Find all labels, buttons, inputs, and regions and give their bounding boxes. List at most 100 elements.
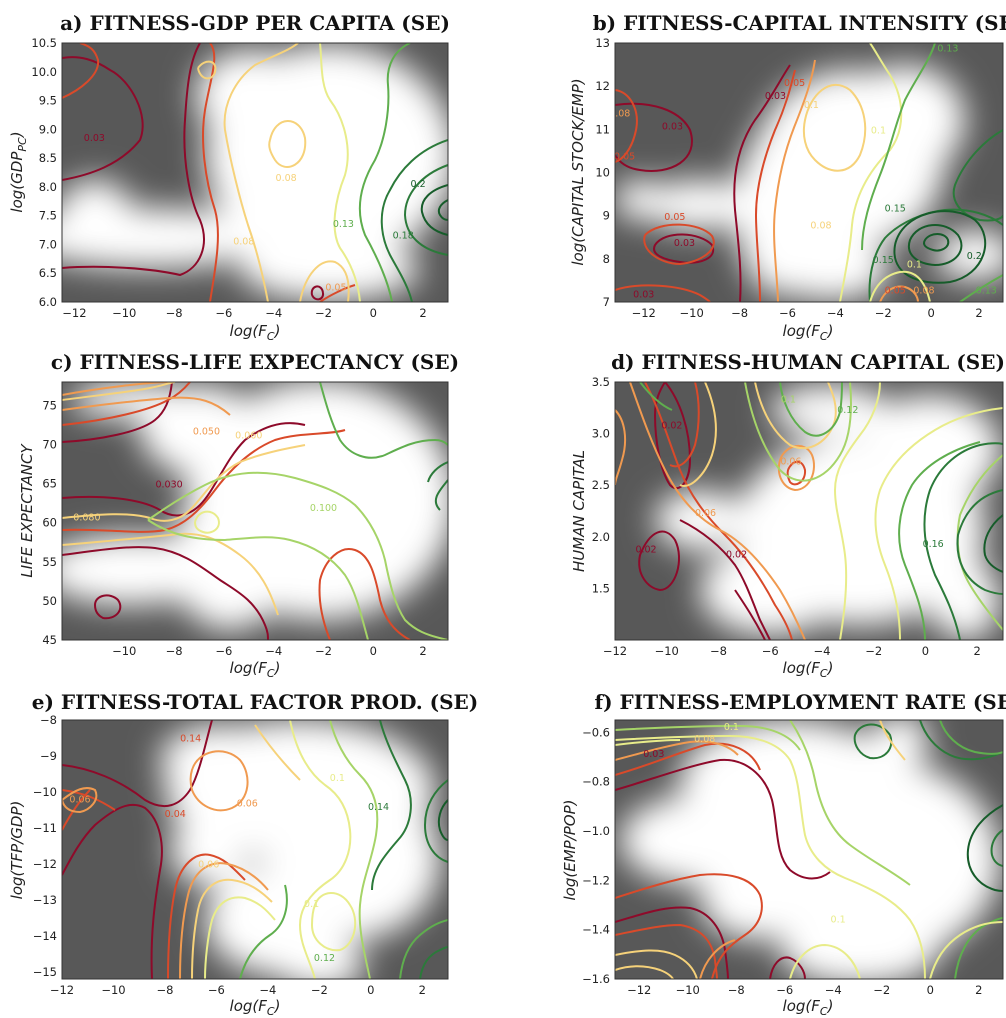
- panel-b-contour-0.1: [802, 83, 867, 172]
- panel-f-contours: [615, 720, 1003, 979]
- panel-b-yticks: 7 8 9 10 11 12 13: [595, 36, 610, 309]
- panel-a-ylabel: log(GDPPC): [8, 131, 29, 212]
- contour-value-label: 0.16: [923, 539, 944, 550]
- panel-e-contour-0.08c: [62, 787, 98, 814]
- panel-b-contour-0.03c: [653, 233, 715, 264]
- contour-value-label: 0.08: [694, 734, 715, 745]
- panel-c-contour-0.1: [147, 471, 448, 640]
- panel-d-contour-0.08: [679, 382, 717, 487]
- x-tick-label: −8: [166, 644, 183, 658]
- panel-a-contour-0.05: [202, 43, 219, 302]
- x-tick-label: 2: [973, 644, 980, 658]
- panel-c-contour-0.08c: [62, 382, 176, 401]
- panel-c-contour-0.03d: [62, 546, 269, 640]
- y-tick-label: 9: [603, 209, 610, 223]
- panel-a-contour-0.1: [319, 43, 361, 302]
- contour-value-label: 0.06: [695, 508, 716, 519]
- panel-d-contour-0.1: [744, 382, 852, 482]
- panel-e-contour-0.08: [179, 862, 269, 979]
- panel-a-contour-0.15: [380, 139, 448, 302]
- panel-c-contour-0.06: [62, 396, 231, 416]
- panel-a-frame: [61, 42, 449, 303]
- contour-value-label: 0.18: [393, 231, 414, 242]
- panel-e-contour-0.04b: [62, 720, 213, 808]
- x-tick-label: −8: [731, 306, 748, 320]
- panel-d-contour-0.02d: [734, 589, 766, 640]
- panel-e-contour-0.08b: [189, 750, 249, 812]
- x-tick-label: −12: [627, 983, 651, 997]
- panel-d-title: d) FITNESS-HUMAN CAPITAL (SE): [611, 350, 1005, 374]
- panel-c-contour-0.05b: [62, 382, 191, 426]
- y-tick-label: 8.0: [39, 180, 57, 194]
- contour-value-label: 0.06: [237, 798, 258, 809]
- panel-d-contour-0.06: [629, 382, 806, 640]
- panel-b-contour-0.08: [773, 59, 816, 302]
- x-tick-label: −4: [813, 644, 830, 658]
- panel-f-contour-0.12d: [939, 720, 1003, 755]
- panel-b-contour-0.2b: [923, 233, 950, 252]
- panel-c-xticks: −10 −8 −6 −4 −2 0 2: [112, 644, 427, 658]
- panel-c-contour-0.12: [319, 382, 448, 459]
- contour-value-label: 0.1: [304, 899, 319, 910]
- x-tick-label: −6: [776, 983, 793, 997]
- panel-d-contour-0.04b: [669, 382, 700, 468]
- panel-d-contour-0.12b: [639, 382, 673, 411]
- y-tick-label: 12: [595, 79, 610, 93]
- panel-f-contour-0.14c: [966, 804, 1003, 892]
- panel-b-contour-0.13b: [959, 274, 1003, 302]
- contour-value-label: 0.04: [165, 809, 186, 820]
- contour-value-label: 0.02: [726, 549, 747, 560]
- x-tick-label: 2: [975, 983, 982, 997]
- contour-value-label: 0.08: [810, 221, 831, 232]
- panel-a-contour-0.05c: [319, 284, 356, 302]
- panel-a-title: a) FITNESS-GDP PER CAPITA (SE): [60, 11, 450, 35]
- panel-f-contour-0.05a: [615, 742, 761, 776]
- panel-c-density-highlight: [62, 382, 448, 630]
- panel-e-plot-area: 0.14 0.06 0.04 0.06 0.1 0.14 0.06 0.1 0.12: [62, 720, 448, 979]
- x-tick-label: −12: [603, 644, 627, 658]
- panel-d-contour-0.1c: [874, 407, 1003, 640]
- x-tick-label: −8: [728, 983, 745, 997]
- x-tick-label: 0: [367, 983, 374, 997]
- panel-c-contour-0.14b: [434, 479, 448, 511]
- panel-c-contour-0.1b: [147, 519, 369, 640]
- panel-a-contour-0.03: [62, 56, 144, 181]
- panel-b: b) FITNESS-CAPITAL INTENSITY (SE): [569, 11, 1006, 343]
- panel-c-contour-0.08b: [62, 532, 279, 616]
- x-tick-label: −4: [259, 983, 276, 997]
- panel-f-contour-0.14d: [990, 829, 1003, 867]
- panel-b-contour-0.15b: [952, 129, 1003, 222]
- panel-b-density-highlight: [615, 65, 1003, 300]
- panel-e-xlabel: log(FC): [230, 997, 281, 1018]
- panel-e-contours: [62, 720, 448, 979]
- x-tick-label: −6: [762, 644, 779, 658]
- panel-f-contour-0.03a: [615, 758, 831, 880]
- panel-b-contour-0.08b: [879, 285, 919, 302]
- contour-value-label: 0.1: [804, 100, 819, 111]
- x-tick-label: −8: [710, 644, 727, 658]
- x-tick-label: −12: [632, 306, 656, 320]
- panel-d-yticks: 1.5 2.0 2.5 3.0 3.5: [592, 375, 610, 595]
- contour-value-label: 0.08: [233, 236, 254, 247]
- x-tick-label: −2: [873, 983, 890, 997]
- y-tick-label: −0.8: [582, 775, 610, 789]
- panel-f-contour-0.08c: [699, 939, 736, 979]
- panel-c-yticks: 45 50 55 60 65 70 75: [42, 398, 57, 647]
- x-tick-label: −4: [827, 306, 844, 320]
- x-tick-label: −6: [779, 306, 796, 320]
- x-tick-label: 0: [927, 306, 934, 320]
- contour-value-label: 0.080: [73, 512, 100, 523]
- panel-b-xticks: −12 −10 −8 −6 −4 −2 0 2: [632, 306, 983, 320]
- panel-a-xlabel: log(FC): [230, 322, 281, 343]
- contour-value-label: 0.15: [885, 203, 906, 214]
- y-tick-label: −8: [40, 713, 57, 727]
- panel-e-contour-0.1d: [254, 724, 301, 781]
- contour-value-label: 0.2: [967, 251, 982, 262]
- panel-a-contour-0.05b: [62, 43, 100, 99]
- panel-e-contour-0.12c: [399, 919, 448, 979]
- panel-b-contour-0.1b: [839, 43, 903, 302]
- panel-c-contour-labels: 0.050 0.060 0.030 0.080 0.100: [73, 426, 337, 523]
- x-tick-label: 2: [419, 306, 426, 320]
- panel-c-frame: [61, 381, 449, 641]
- panel-c-contours: [62, 382, 448, 640]
